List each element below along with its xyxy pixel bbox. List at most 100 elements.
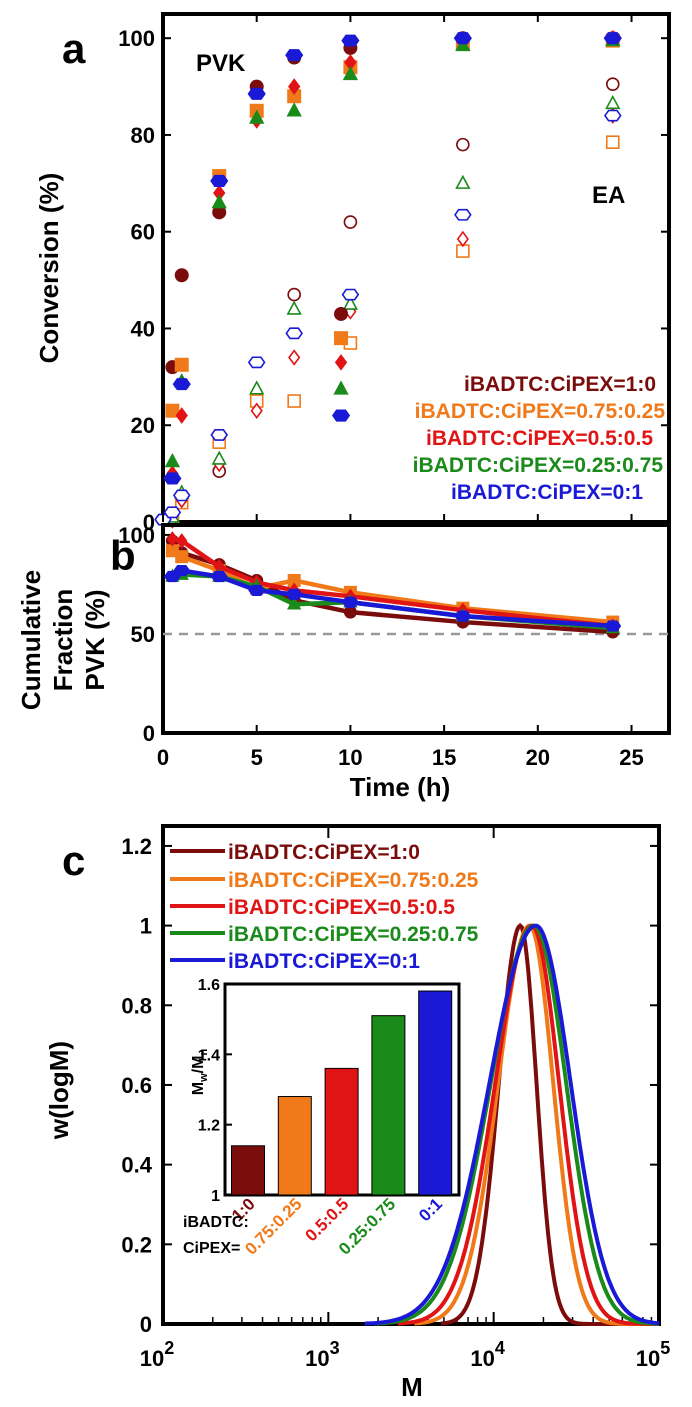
pvk-point: [341, 34, 360, 47]
panel-c-y-tick-label: 0: [140, 1312, 152, 1337]
pvk-point: [286, 102, 302, 117]
ea-point: [455, 174, 471, 189]
panel-a-marks: [154, 29, 622, 529]
inset-bar: [277, 1096, 312, 1196]
legend-a-entry-1: iBADTC:CiPEX=1:0: [464, 373, 656, 396]
mwd-curve: [364, 923, 660, 1326]
ea-point: [343, 215, 358, 229]
panel-b-y-tick-label: 100: [118, 523, 155, 548]
panel-c-y-tick-label: 1.2: [121, 834, 152, 859]
pvk-point: [164, 452, 181, 468]
annotation-pvk: PVK: [196, 50, 246, 77]
inset-category-header-line-1: iBADTC:: [183, 1214, 249, 1231]
panel-b-frame: [161, 523, 671, 735]
panel-c-x-tick-label: 104: [470, 1338, 504, 1371]
ea-point: [288, 349, 301, 366]
ea-point: [603, 109, 622, 122]
inset-category-header-line-2: CiPEX=: [183, 1240, 240, 1257]
series-line: [171, 548, 613, 625]
series-point: [287, 596, 302, 610]
panel-b-x-tick-label: 20: [526, 745, 550, 770]
pvk-point: [174, 357, 189, 372]
inset-y-tick-label: 1: [211, 1188, 220, 1205]
pvk-point: [249, 109, 265, 124]
mwd-curve: [414, 923, 659, 1326]
panel-c-inset: Mw/Mn 11.21.41.6 1:00.75:0.250.5:0.50.25…: [183, 977, 461, 1259]
panel-b-x-ticks: 0 5 10 15 20 25: [157, 14, 644, 770]
ea-point: [287, 287, 301, 302]
pvk-point: [331, 409, 351, 422]
panel-a-y-tick-label: 40: [131, 316, 155, 341]
series-point: [173, 564, 191, 577]
panel-c-y-axis-title: w(logM): [44, 1041, 74, 1140]
panel-c-x-tick-label: 103: [305, 1338, 340, 1371]
legend-c-entry-2: iBADTC:CiPEX=0.75:0.25: [228, 869, 479, 892]
legend-a-entry-4: iBADTC:CiPEX=0.25:0.75: [413, 454, 664, 477]
panel-a-letter: a: [62, 25, 86, 72]
inset-bar: [371, 1015, 406, 1196]
series-line: [171, 536, 614, 629]
ea-point: [249, 380, 265, 395]
panel-b-y-axis-title-line-2: Fraction: [48, 589, 78, 692]
series-point: [343, 605, 357, 619]
series-point: [210, 570, 228, 583]
panel-a-legend: iBADTC:CiPEX=1:0 iBADTC:CiPEX=0.75:0.25 …: [413, 373, 666, 504]
panel-a-y-axis-title: Conversion (%): [34, 173, 64, 364]
ea-point: [210, 429, 229, 441]
panel-a-y-tick-label: 20: [131, 413, 155, 438]
series-point: [176, 533, 188, 549]
ea-point: [456, 137, 470, 152]
panel-c-y-tick-label: 0.4: [121, 1153, 152, 1178]
inset-y-tick-label: 1.4: [198, 1047, 220, 1064]
panel-b-y-tick-label: 50: [131, 622, 155, 647]
panel-b-x-tick-label: 5: [251, 745, 263, 770]
panel-c-letter: c: [62, 837, 85, 884]
inset-y-ticks: 1 1.2 1.4 1.6: [198, 977, 232, 1205]
pvk-point: [288, 78, 301, 95]
inset-bar: [231, 1145, 265, 1196]
pvk-point: [174, 268, 189, 283]
panel-b-x-axis-title: Time (h): [350, 772, 451, 802]
pvk-point: [455, 36, 471, 52]
panel-c-x-tick-label: 102: [140, 1338, 175, 1371]
ea-point: [247, 356, 266, 369]
inset-y-tick-label: 1.6: [198, 977, 220, 994]
panel-c-y-tick-label: 1: [140, 914, 152, 939]
pvk-point: [453, 32, 472, 45]
inset-bar: [418, 990, 453, 1196]
inset-y-tick-label: 1.2: [198, 1118, 220, 1135]
panel-b-y-ticks: 0 50 100: [118, 523, 171, 746]
panel-a-y-tick-label: 80: [131, 123, 155, 148]
panel-b-x-tick-label: 10: [338, 745, 362, 770]
pvk-point: [334, 306, 349, 321]
ea-point: [287, 394, 301, 408]
ea-point: [341, 288, 360, 301]
panel-a-y-tick-label: 0: [143, 510, 155, 535]
panel-a-y-tick-label: 100: [118, 26, 155, 51]
pvk-point: [172, 378, 191, 391]
legend-a-entry-5: iBADTC:CiPEX=0:1: [451, 481, 643, 504]
annotation-ea: EA: [592, 182, 625, 209]
series-point: [175, 550, 189, 564]
pvk-point: [285, 49, 304, 62]
inset-y-axis-title: Mw/Mn: [190, 1049, 210, 1096]
pvk-point: [175, 407, 188, 424]
series-point: [604, 620, 622, 632]
ea-point: [605, 135, 620, 150]
panel-b-y-axis-title-line-1: Cumulative: [16, 570, 46, 710]
panel-a-y-ticks: 0 20 40 60 80 100: [118, 26, 669, 535]
panel-b-letter: b: [110, 532, 136, 579]
panel-c: c w(logM) 0 0.2 0.4 0.6 0.8 1 1.2 102 103 104 105…: [44, 824, 670, 1402]
legend-a-entry-3: iBADTC:CiPEX=0.5:0.5: [426, 427, 653, 450]
ea-point: [605, 77, 620, 91]
series-point: [285, 588, 303, 600]
pvk-point: [210, 174, 229, 187]
pvk-point: [333, 380, 349, 395]
panel-c-marks: [364, 922, 660, 1326]
panel-b-marks: [163, 531, 669, 639]
ea-point: [285, 327, 303, 340]
ea-point: [250, 402, 263, 419]
panel-c-legend: iBADTC:CiPEX=1:0 iBADTC:CiPEX=0.75:0.25 …: [170, 841, 479, 973]
